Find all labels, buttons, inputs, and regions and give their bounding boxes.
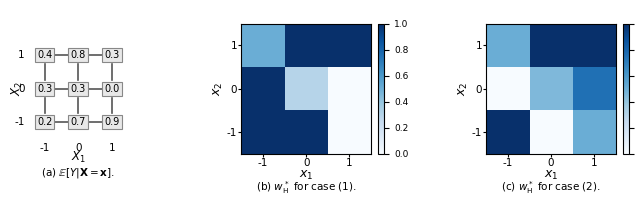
X-axis label: $x_1$: $x_1$ — [299, 169, 314, 182]
Text: 0: 0 — [18, 84, 24, 94]
Text: 0.9: 0.9 — [104, 117, 120, 127]
Text: (b) $w^*_{\mathrm{H}}$ for case (1).: (b) $w^*_{\mathrm{H}}$ for case (1). — [256, 180, 356, 196]
Text: 0.0: 0.0 — [104, 84, 120, 94]
Text: -1: -1 — [40, 143, 50, 153]
Text: $X_1$: $X_1$ — [70, 150, 86, 165]
Y-axis label: $x_2$: $x_2$ — [212, 82, 225, 96]
Text: 0.3: 0.3 — [37, 84, 52, 94]
Text: 1: 1 — [109, 143, 115, 153]
X-axis label: $x_1$: $x_1$ — [544, 169, 558, 182]
Text: 0.7: 0.7 — [70, 117, 86, 127]
Text: (a) $\mathbb{E}[Y|\mathbf{X}=\mathbf{x}]$.: (a) $\mathbb{E}[Y|\mathbf{X}=\mathbf{x}]… — [41, 166, 115, 180]
Text: 0: 0 — [75, 143, 81, 153]
Text: 1: 1 — [18, 50, 24, 60]
Text: 0.3: 0.3 — [104, 50, 120, 60]
Text: (c) $w^*_{\mathrm{H}}$ for case (2).: (c) $w^*_{\mathrm{H}}$ for case (2). — [501, 180, 601, 196]
Text: 0.2: 0.2 — [37, 117, 52, 127]
Y-axis label: $x_2$: $x_2$ — [457, 82, 470, 96]
Text: 0.8: 0.8 — [70, 50, 86, 60]
Text: 0.4: 0.4 — [37, 50, 52, 60]
Text: $X_2$: $X_2$ — [10, 81, 24, 96]
Text: 0.3: 0.3 — [70, 84, 86, 94]
Text: -1: -1 — [14, 117, 24, 127]
